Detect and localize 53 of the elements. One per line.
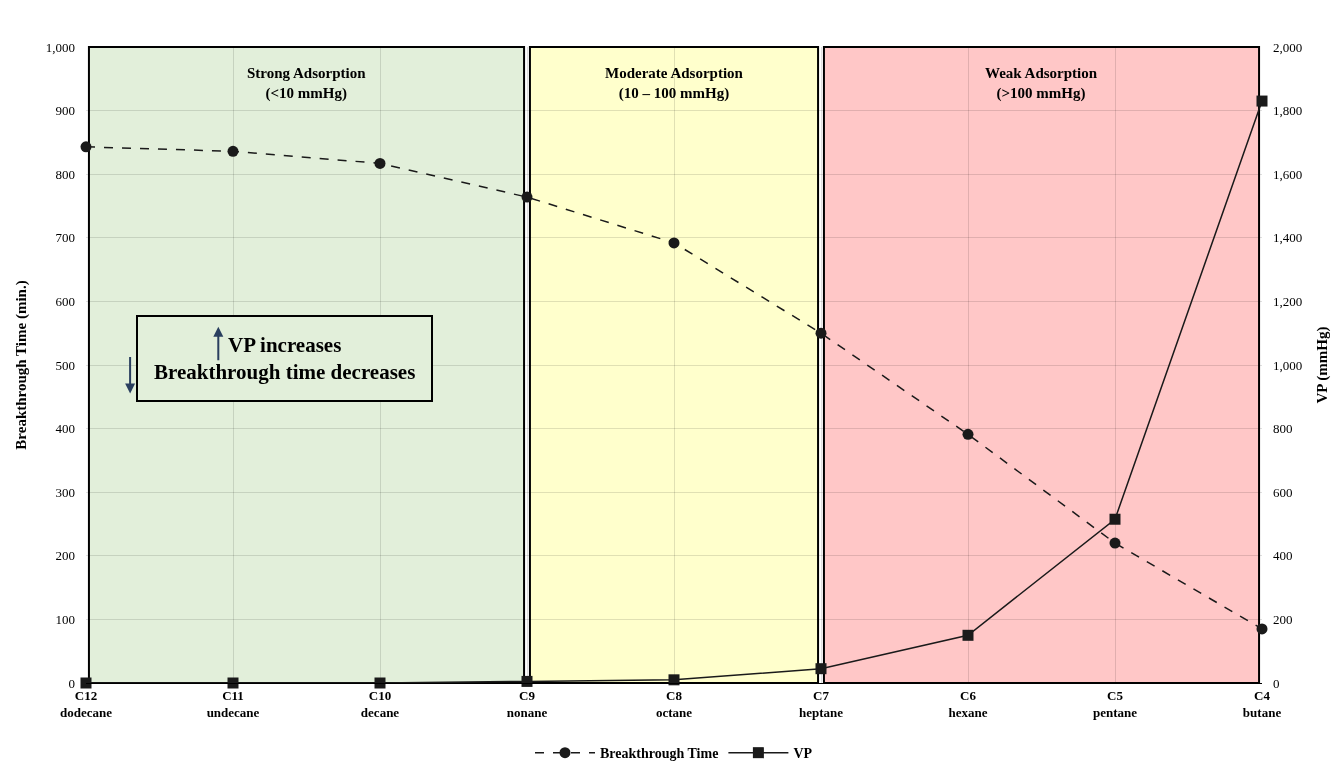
point — [80, 677, 92, 689]
point — [521, 191, 533, 203]
y2-axis-title: VP (mmHg) — [1314, 326, 1332, 404]
legend-label: Breakthrough Time — [600, 746, 719, 762]
point — [962, 629, 974, 641]
y2-tick-label: 800 — [1273, 421, 1293, 437]
point — [1109, 537, 1121, 549]
point — [815, 327, 827, 339]
y2-tick-label: 200 — [1273, 611, 1293, 627]
y2-tick-label: 600 — [1273, 484, 1293, 500]
y2-tick-label: 1,600 — [1273, 166, 1303, 182]
point — [668, 674, 680, 686]
x-tick-label: C7 heptane — [798, 687, 844, 720]
y-tick-label: 200 — [55, 548, 75, 564]
point — [815, 663, 827, 675]
band-label: Weak Adsorption (>100 mmHg) — [985, 65, 1098, 102]
y-tick-label: 800 — [55, 166, 75, 182]
y2-tick-label: 1,200 — [1273, 293, 1303, 309]
y-tick-label: 1,000 — [45, 39, 75, 55]
point — [80, 141, 92, 153]
band-label: Strong Adsorption (<10 mmHg) — [247, 65, 367, 102]
y2-tick-label: 1,000 — [1273, 357, 1303, 373]
x-tick-label: C6 hexane — [948, 687, 988, 720]
y-tick-label: 300 — [55, 484, 75, 500]
x-tick-label: C11 undecane — [206, 687, 260, 720]
x-tick-label: C10 decane — [360, 687, 400, 720]
y2-tick-label: 1,400 — [1273, 230, 1303, 246]
point — [374, 157, 386, 169]
annotation: VP increases Breakthrough time decreases — [154, 333, 416, 385]
y-tick-label: 700 — [55, 230, 75, 246]
y-axis-title: Breakthrough Time (min.) — [13, 280, 30, 450]
x-tick-label: C5 pentane — [1092, 687, 1138, 720]
y-tick-label: 600 — [55, 293, 75, 309]
legend-label: VP — [793, 746, 813, 762]
point — [227, 677, 239, 689]
point — [227, 145, 239, 157]
point — [1256, 95, 1268, 107]
y-tick-label: 900 — [55, 103, 75, 119]
point — [1109, 513, 1121, 525]
y2-tick-label: 400 — [1273, 548, 1293, 564]
point — [1256, 623, 1268, 635]
y2-tick-label: 2,000 — [1273, 39, 1303, 55]
y-tick-label: 400 — [55, 421, 75, 437]
point — [962, 428, 974, 440]
y2-tick-label: 1,800 — [1273, 103, 1303, 119]
y-tick-label: 500 — [55, 357, 75, 373]
x-tick-label: C8 octane — [655, 687, 693, 720]
point — [374, 677, 386, 689]
point — [668, 237, 680, 249]
y-tick-label: 100 — [55, 611, 75, 627]
x-tick-label: C9 nonane — [506, 687, 548, 720]
point — [521, 675, 533, 687]
band-label: Moderate Adsorption (10 – 100 mmHg) — [605, 65, 744, 102]
